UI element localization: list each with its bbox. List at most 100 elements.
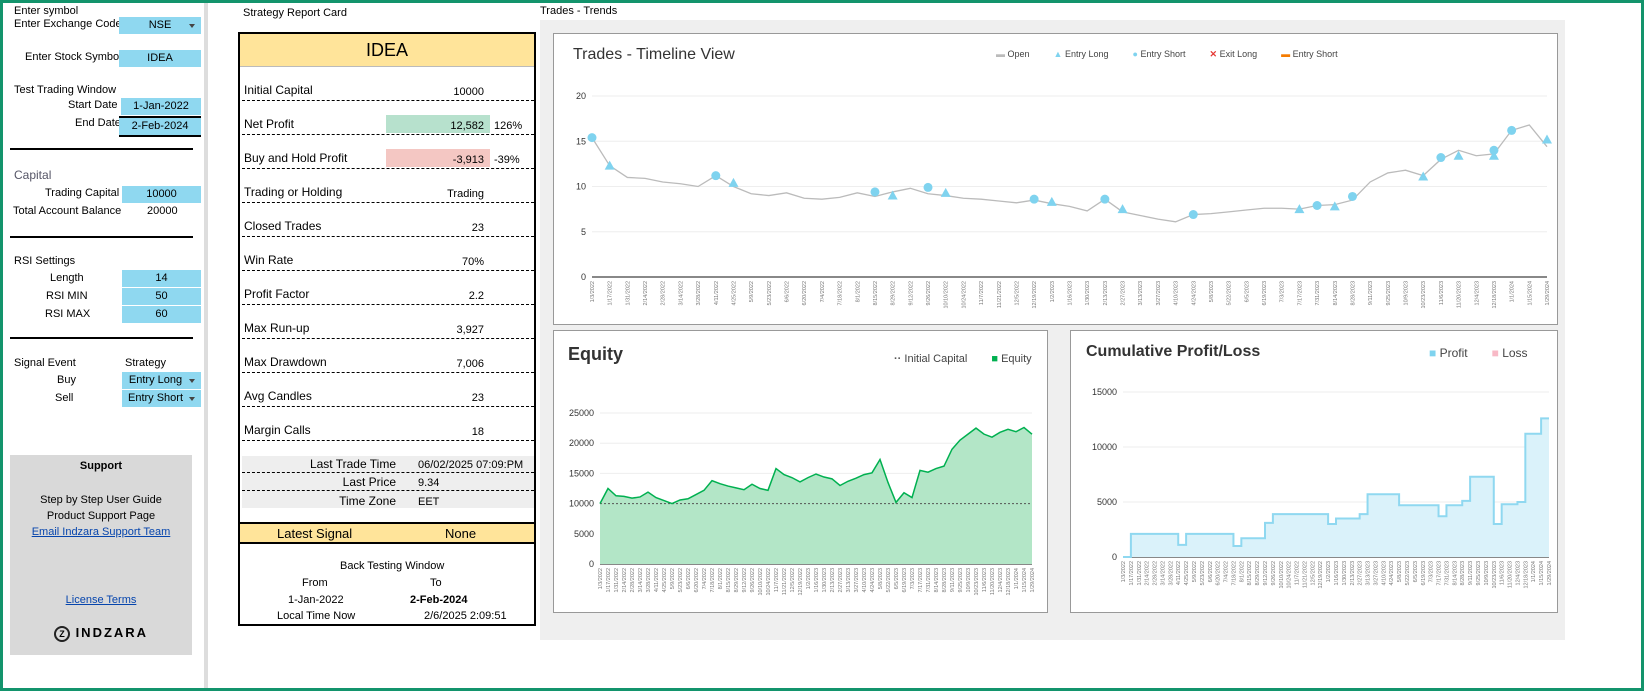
x-tick-label: 9/11/2023 [1468,561,1474,585]
legend-item: ▬ Entry Short [1281,49,1350,59]
value: 9.34 [418,477,440,489]
x-tick-label: 4/25/2022 [1184,561,1190,585]
x-tick-label: 1/30/2023 [1085,281,1091,305]
x-tick-label: 6/5/2023 [894,568,900,589]
x-tick-label: 7/18/2022 [710,568,716,592]
last-price-row: Last Price 9.34 [242,474,534,491]
x-tick-label: 8/29/2022 [891,281,897,305]
metric-value: 70% [461,256,484,268]
x-tick-label: 6/6/2022 [785,281,791,302]
metric-label: Trading or Holding [244,185,343,199]
report-row: Win Rate 70% [242,249,534,271]
y-tick-label: 5 [581,227,586,237]
x-tick-label: 11/20/2023 [1457,281,1463,308]
capital-heading: Capital [14,168,52,182]
y-tick-label: 0 [1112,552,1117,562]
square-icon: ■ [1429,346,1437,360]
local-time-label: Local Time Now [277,610,356,622]
x-tick-label: 1/16/2023 [1334,561,1340,585]
x-tick-label: 3/14/2022 [638,568,644,592]
chart-legend: ·· Initial Capital ■ Equity [894,353,1056,365]
x-tick-label: 2/27/2023 [838,568,844,592]
x-tick-label: 4/25/2022 [662,568,668,592]
charts-area: Trades - Timeline View ▬ Open ▲ Entry Lon… [540,20,1565,640]
chart-legend: ■ Profit ■ Loss [1429,346,1552,360]
legend-item: ■ Equity [991,353,1043,365]
rsi-min-input[interactable]: 50 [122,288,201,305]
x-tick-label: 7/17/2023 [1437,561,1443,585]
legend-symbol-icon: ● [1132,49,1138,59]
user-guide-link[interactable]: Step by Step User Guide [40,494,162,506]
legend-item: ■ Profit [1429,346,1480,360]
time-zone-row: Time Zone EET [242,492,534,509]
entry-short-marker [1188,210,1198,220]
x-tick-label: 1/31/2022 [1137,561,1143,585]
metric-value: 7,006 [456,358,484,370]
metric-label: Profit Factor [244,287,310,301]
x-tick-label: 6/6/2022 [1208,561,1214,582]
x-tick-label: 8/15/2022 [873,281,879,305]
end-date-input[interactable]: 2-Feb-2024 [119,116,201,137]
x-tick-label: 2/13/2023 [1103,281,1109,305]
metric-label: Initial Capital [244,83,313,97]
x-tick-label: 1/17/2022 [1129,561,1135,585]
latest-signal-value: None [445,526,477,541]
stock-input[interactable]: IDEA [119,50,201,67]
equity-line [599,426,1033,505]
support-box: Support Step by Step User Guide Product … [10,455,192,655]
local-time-value: 2/6/2025 2:09:51 [424,610,507,622]
report-row: Margin Calls 18 [242,419,534,441]
x-tick-label: 12/19/2022 [1032,281,1038,309]
sell-strategy-select[interactable]: Entry Short [122,390,201,407]
trends-heading: Trades - Trends [540,5,618,17]
entry-long-marker [604,160,615,170]
x-tick-label: 6/20/2022 [802,281,808,305]
x-tick-label: 9/26/2022 [750,568,756,592]
x-tick-label: 2/13/2023 [830,568,836,592]
x-tick-label: 4/25/2022 [731,281,737,305]
metric-value: 18 [471,426,484,438]
last-trade-time-row: Last Trade Time 06/02/2025 07:09:PM [242,456,534,473]
x-tick-label: 12/18/2023 [1492,281,1498,309]
rsi-max-input[interactable]: 60 [122,306,201,323]
equity-plot: 0 5000 10000 15000 20000 25000 1/3/2022 1/17/20… [569,408,1036,596]
legend-item: ● Entry Short [1133,49,1198,59]
x-tick-label: 1/1/2024 [1531,561,1537,582]
x-tick-label: 11/20/2023 [1508,561,1514,588]
buy-strategy-select[interactable]: Entry Long [122,372,201,389]
entry-short-marker [1029,194,1039,204]
email-support-link[interactable]: Email Indzara Support Team [31,526,171,538]
x-tick-label: 8/28/2023 [1460,561,1466,585]
latest-signal-bar: Latest Signal None [240,522,534,544]
entry-long-marker [1418,171,1429,181]
x-tick-label: 1/29/2024 [1545,281,1551,305]
strategy-report-card: IDEA Initial Capital 10000 Net Profit 126% 1… [238,32,536,626]
x-tick-label: 12/19/2022 [1318,561,1324,589]
x-tick-label: 8/29/2022 [734,568,740,592]
x-tick-label: 1/30/2023 [822,568,828,592]
x-tick-label: 2/27/2023 [1121,281,1127,305]
license-terms-link[interactable]: License Terms [65,594,137,606]
y-tick-label: 25000 [569,408,594,418]
product-support-link[interactable]: Product Support Page [46,510,156,522]
entry-short-marker [923,182,933,192]
x-tick-label: 1/3/2022 [1121,561,1127,582]
trading-capital-input[interactable]: 10000 [122,186,201,203]
label: Last Trade Time [309,457,396,471]
y-tick-label: 10000 [1092,442,1117,452]
exchange-select[interactable]: NSE [119,17,201,34]
legend-label: Equity [1001,353,1032,365]
x-tick-label: 9/11/2023 [1368,281,1374,305]
x-tick-label: 5/23/2022 [1200,561,1206,585]
x-tick-label: 8/28/2023 [942,568,948,592]
metric-label: Max Drawdown [244,355,327,369]
profit-line [1123,417,1549,558]
x-tick-label: 7/4/2022 [1224,561,1230,582]
start-date-input[interactable]: 1-Jan-2022 [121,98,201,115]
x-tick-label: 1/3/2022 [598,568,604,589]
chart-title: Equity [568,344,624,364]
x-tick-label: 3/13/2023 [1366,561,1372,585]
x-tick-label: 7/17/2023 [1297,281,1303,305]
rsi-length-input[interactable]: 14 [122,270,201,287]
rsi-length-label: Length [50,272,84,284]
